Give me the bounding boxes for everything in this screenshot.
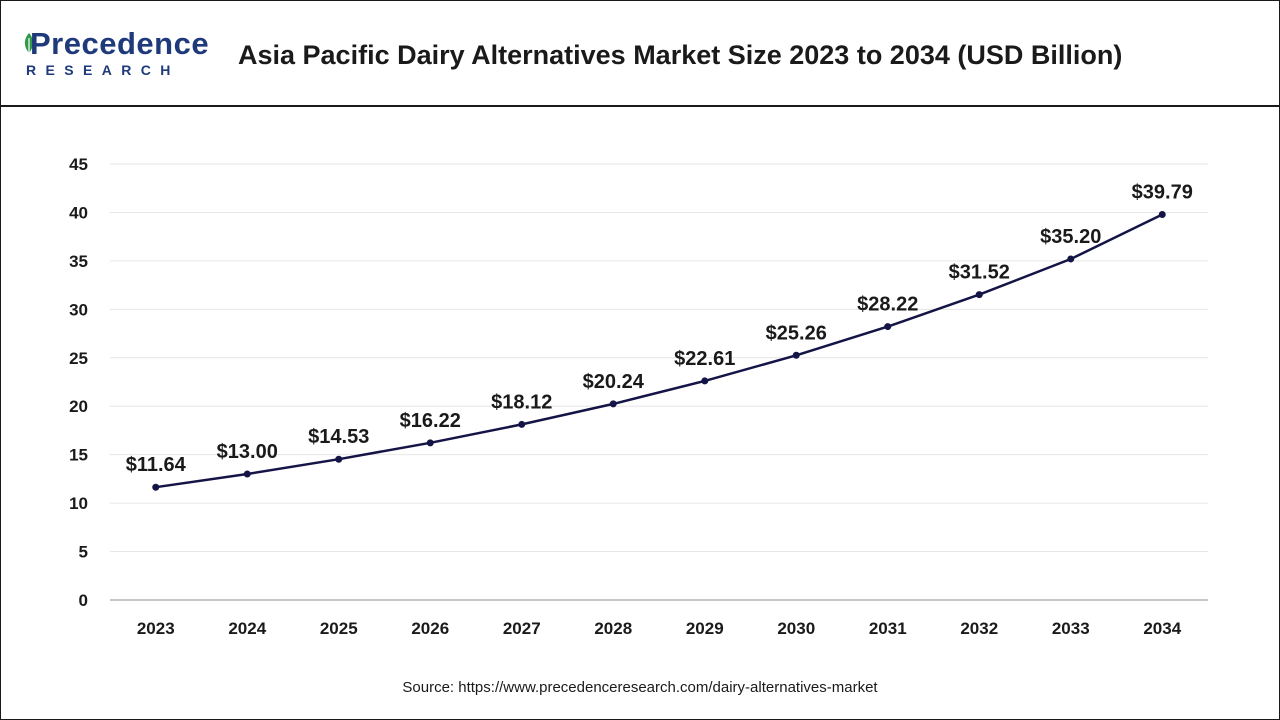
- data-label: $28.22: [857, 294, 918, 316]
- data-point: [701, 377, 709, 385]
- x-tick-label: 2030: [777, 619, 815, 638]
- data-point: [609, 400, 617, 408]
- grid-lines: [110, 163, 1208, 553]
- data-label: $39.79: [1132, 181, 1193, 203]
- x-tick-label: 2028: [594, 619, 632, 638]
- y-tick-label: 10: [69, 494, 88, 513]
- data-label: $31.52: [949, 262, 1010, 284]
- header: Precedence RESEARCH Asia Pacific Dairy A…: [0, 0, 1280, 107]
- source-note: Source: https://www.precedenceresearch.c…: [402, 679, 878, 696]
- data-label: $20.24: [583, 371, 645, 393]
- y-tick-label: 5: [79, 543, 88, 562]
- data-point: [152, 483, 160, 491]
- brand-name: Precedence: [30, 26, 210, 61]
- data-label: $14.53: [308, 426, 369, 448]
- data-point: [1158, 210, 1166, 218]
- data-point: [518, 420, 526, 428]
- x-tick-label: 2031: [869, 619, 907, 638]
- data-point: [792, 351, 800, 359]
- y-tick-label: 25: [69, 349, 88, 368]
- x-tick-labels: 2023 2024 2025 2026 2027 2028 2029 2030 2031 2032…: [137, 619, 1182, 638]
- data-points: [152, 210, 1166, 491]
- y-tick-label: 35: [69, 252, 88, 271]
- brand-logo: Precedence RESEARCH: [20, 26, 210, 82]
- data-label: $18.12: [491, 391, 552, 413]
- x-tick-label: 2034: [1143, 619, 1181, 638]
- x-tick-label: 2029: [686, 619, 724, 638]
- y-tick-label: 45: [69, 155, 88, 174]
- y-tick-label: 20: [69, 397, 88, 416]
- data-label: $25.26: [766, 322, 827, 344]
- x-tick-label: 2032: [960, 619, 998, 638]
- y-tick-labels: 0 5 10 15 20 25 30 35 40 45: [69, 155, 88, 610]
- data-label: $22.61: [674, 348, 735, 370]
- chart-title: Asia Pacific Dairy Alternatives Market S…: [238, 40, 1123, 70]
- x-tick-label: 2026: [411, 619, 449, 638]
- x-tick-label: 2024: [228, 619, 266, 638]
- data-label: $13.00: [217, 441, 278, 463]
- data-point: [335, 455, 343, 463]
- y-tick-label: 15: [69, 446, 88, 465]
- leaf-icon: [24, 33, 34, 53]
- data-point: [426, 439, 434, 447]
- series-line-path: [155, 213, 1163, 489]
- y-tick-label: 0: [79, 591, 88, 610]
- data-label: $16.22: [400, 410, 461, 432]
- data-labels: $11.64 $13.00 $14.53 $16.22 $18.12 $20.24 $22.…: [126, 181, 1193, 476]
- data-point: [884, 323, 892, 331]
- x-tick-label: 2033: [1052, 619, 1090, 638]
- data-label: $35.20: [1040, 226, 1101, 248]
- x-tick-label: 2025: [320, 619, 358, 638]
- series-line: [155, 213, 1163, 489]
- data-point: [243, 470, 251, 478]
- x-tick-label: 2027: [503, 619, 541, 638]
- data-label: $11.64: [126, 454, 187, 476]
- y-tick-label: 30: [69, 300, 88, 319]
- x-tick-label: 2023: [137, 619, 175, 638]
- brand-subtitle: RESEARCH: [26, 62, 180, 78]
- data-point: [1067, 255, 1075, 263]
- data-point: [975, 291, 983, 299]
- y-tick-label: 40: [69, 203, 88, 222]
